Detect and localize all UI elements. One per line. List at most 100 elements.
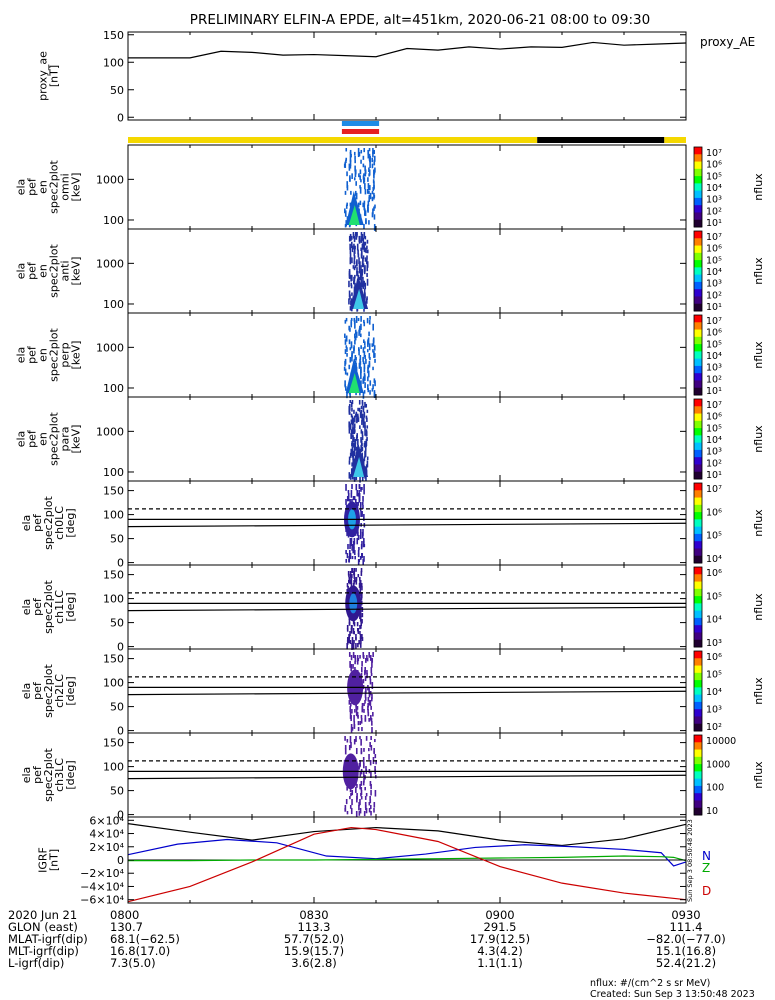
figure-title: PRELIMINARY ELFIN-A EPDE, alt=451km, 202… bbox=[190, 12, 650, 28]
spec-anti-pixel bbox=[348, 298, 350, 305]
proxy-ae-legend: proxy_AE bbox=[700, 35, 755, 49]
pa-ch2-colorbar-cell bbox=[694, 651, 702, 659]
spec-omni-pixel bbox=[354, 171, 357, 178]
spec-anti-pixel bbox=[348, 280, 350, 288]
pa-ch3-colorbar-label: nflux bbox=[752, 761, 765, 789]
pa-ch2-pixel bbox=[367, 712, 370, 717]
pa-ch0-pixel bbox=[352, 496, 355, 501]
pa-ch2-ytick-label: 50 bbox=[110, 701, 124, 714]
spec-para-pixel bbox=[352, 439, 354, 443]
pa-ch1-pixel bbox=[359, 580, 362, 587]
spec-anti-pixel bbox=[364, 282, 367, 290]
pa-ch2-pixel bbox=[361, 661, 363, 667]
pa-ch3-pixel bbox=[349, 805, 352, 809]
spec-perp-pixel bbox=[354, 339, 356, 345]
spec-anti-pixel bbox=[356, 243, 359, 251]
spec-omni-pixel bbox=[363, 204, 366, 211]
spec-perp-pixel bbox=[349, 392, 351, 398]
pa-ch1-ytick-label: 0 bbox=[117, 641, 124, 654]
bottom-row-value: 15.1(16.8) bbox=[656, 944, 716, 958]
spec-omni-pixel bbox=[373, 224, 376, 231]
igrf-series-n bbox=[127, 823, 687, 847]
pa-ch2-pixel bbox=[351, 709, 353, 714]
igrf-series-d bbox=[127, 826, 687, 903]
pa-ch2-pixel bbox=[359, 721, 362, 725]
spec-para-pixel bbox=[353, 476, 356, 482]
pa-ch2-pixel bbox=[362, 652, 365, 658]
pa-ch1-ytick-label: 150 bbox=[103, 569, 124, 582]
spec-perp-colorbar-tick: 10² bbox=[706, 374, 722, 385]
spec-omni-pixel bbox=[371, 157, 374, 163]
spec-perp-pixel bbox=[350, 317, 353, 321]
spec-omni-pixel bbox=[359, 187, 362, 194]
pa-ch3-pixel bbox=[351, 799, 353, 806]
spec-para-pixel bbox=[365, 433, 368, 437]
pa-ch0-pixel bbox=[361, 502, 364, 506]
pa-ch1-pixel bbox=[348, 619, 351, 625]
pa-ch2-ylabel-line: ch2LC bbox=[53, 674, 66, 708]
pa-ch1-pixel bbox=[358, 640, 360, 645]
spec-perp-spectrogram bbox=[343, 316, 376, 399]
pa-ch2-pixel bbox=[370, 718, 373, 722]
pa-ch2-pixel bbox=[360, 673, 363, 677]
pa-ch3-pixel bbox=[355, 736, 357, 742]
spec-anti-ytick-label: 1000 bbox=[96, 257, 124, 270]
spec-perp-pixel bbox=[359, 355, 362, 361]
spec-perp-pixel bbox=[369, 390, 371, 395]
pa-ch3-pixel bbox=[344, 748, 347, 755]
pa-ch2-pixel bbox=[359, 655, 361, 659]
pa-ch0-ylabel-line: pef bbox=[31, 513, 44, 532]
pa-ch3-pixel bbox=[365, 736, 368, 741]
spec-para-pixel bbox=[359, 411, 362, 418]
pa-ch3-ytick-label: 50 bbox=[110, 785, 124, 798]
spec-omni-colorbar-cell bbox=[694, 147, 702, 155]
spec-para-pixel bbox=[350, 429, 353, 435]
spec-anti-pixel bbox=[360, 247, 362, 251]
spec-para-pixel bbox=[365, 439, 368, 446]
pa-ch3-pixel bbox=[365, 808, 368, 814]
spec-anti-pixel bbox=[366, 245, 368, 250]
pa-ch0-pixel bbox=[361, 487, 363, 491]
spec-anti-colorbar-label: nflux bbox=[752, 257, 765, 285]
bottom-row-value: 17.9(12.5) bbox=[470, 932, 530, 946]
spec-para-pixel bbox=[360, 429, 363, 434]
pa-ch3-pixel bbox=[355, 787, 357, 793]
spec-omni-colorbar-cell bbox=[694, 168, 702, 177]
spec-omni-pixel bbox=[363, 179, 365, 184]
spec-anti-pixel bbox=[348, 290, 351, 298]
spec-perp-pixel bbox=[350, 345, 353, 349]
pa-ch2-pixel bbox=[350, 664, 353, 670]
pa-ch0-pixel bbox=[346, 496, 349, 502]
bottom-row-value: 111.4 bbox=[670, 920, 703, 934]
pa-ch2-pixel bbox=[354, 661, 356, 665]
pa-ch0-pixel bbox=[356, 538, 359, 545]
pa-ch2-pixel bbox=[364, 691, 367, 698]
spec-perp-pixel bbox=[371, 388, 374, 392]
pa-ch2-pixel bbox=[368, 700, 371, 706]
spec-para-colorbar-cell bbox=[694, 435, 702, 444]
spec-omni-pixel bbox=[373, 159, 376, 166]
spec-omni-pixel bbox=[357, 202, 360, 208]
spec-perp-pixel bbox=[353, 358, 356, 363]
spec-para-pixel bbox=[351, 421, 354, 425]
spec-para-pixel bbox=[366, 409, 369, 413]
pa-ch2-ylabel-line: ela bbox=[20, 683, 33, 700]
pa-ch3-pixel bbox=[348, 745, 351, 751]
spec-para-colorbar-cell bbox=[694, 406, 702, 415]
spec-para-pixel bbox=[361, 431, 364, 436]
spec-perp-ylabel-line: spec2plot bbox=[48, 328, 61, 382]
spec-perp-pixel bbox=[373, 351, 375, 358]
pa-ch1-pixel bbox=[348, 574, 350, 578]
spec-omni-pixel bbox=[354, 159, 356, 164]
pa-ch0-pixel bbox=[359, 535, 362, 539]
pa-ch2-colorbar-cell bbox=[694, 723, 702, 732]
spec-perp-pixel bbox=[363, 339, 365, 343]
pa-ch2-frame bbox=[127, 648, 687, 734]
pa-ch0-ytick-label: 0 bbox=[117, 557, 124, 570]
spec-omni-pixel bbox=[368, 220, 370, 225]
spec-omni-pixel bbox=[373, 171, 376, 175]
pa-ch0-ytick-label: 50 bbox=[110, 533, 124, 546]
pa-ch1-pixel bbox=[357, 643, 359, 648]
